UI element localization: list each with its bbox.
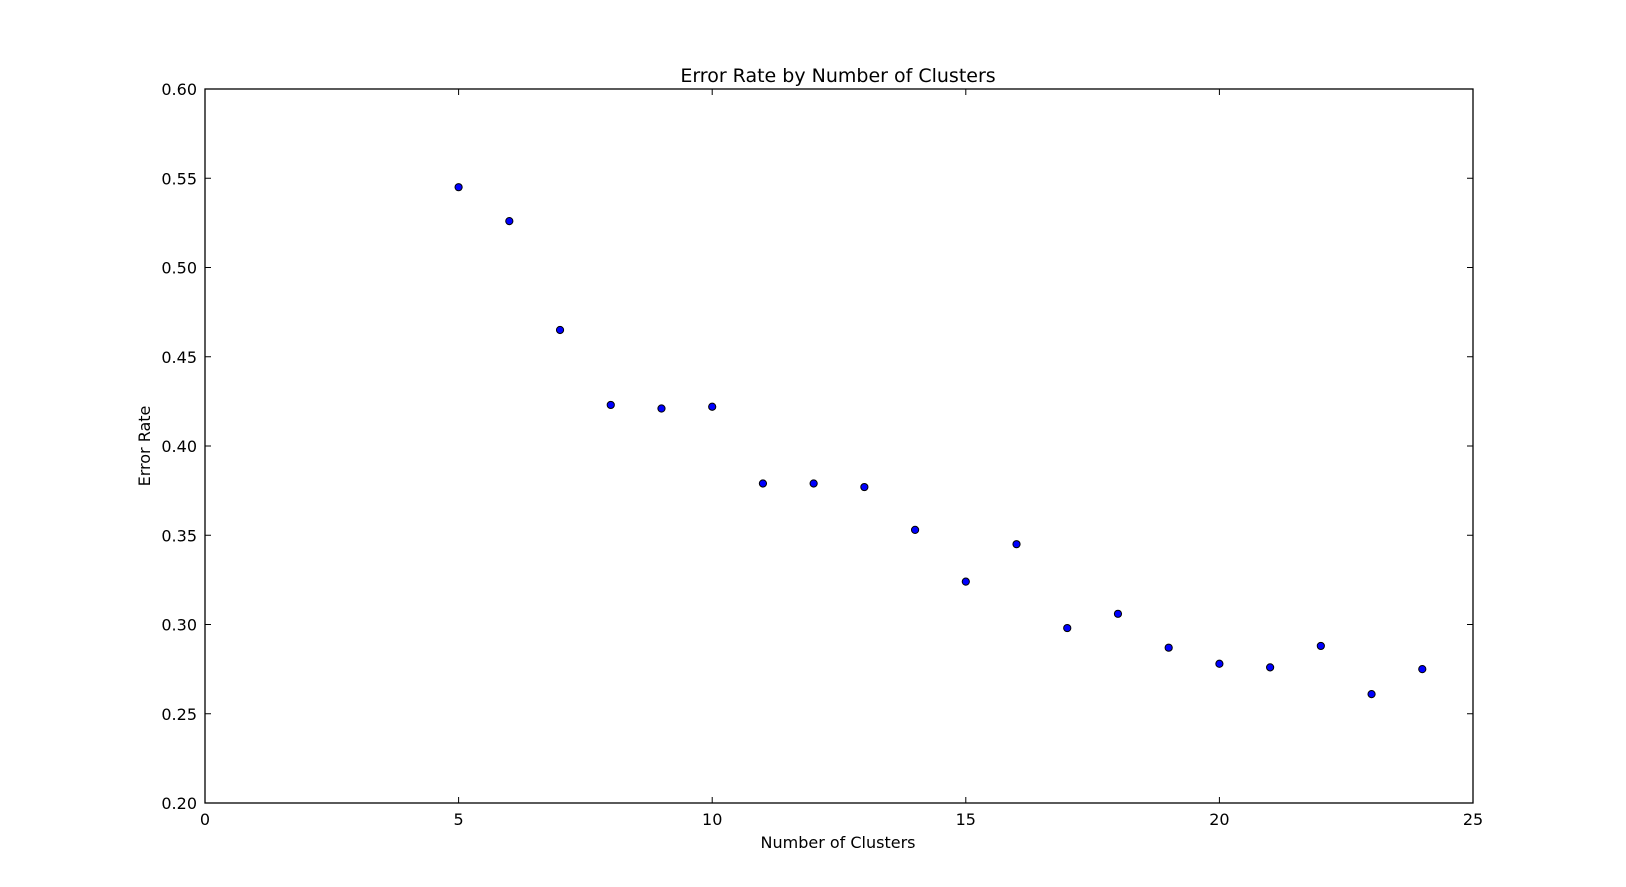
y-tick-label: 0.50	[161, 259, 197, 278]
data-points	[454, 183, 1427, 699]
data-point	[606, 400, 615, 410]
x-axis-label: Number of Clusters	[761, 833, 916, 852]
x-axis-ticks: 0 5 10 15 20 25	[200, 89, 1483, 829]
x-tick-label: 25	[1463, 810, 1483, 829]
data-point	[657, 404, 666, 413]
y-tick-label: 0.30	[161, 616, 197, 635]
y-tick-label: 0.55	[161, 169, 197, 188]
data-point	[809, 479, 818, 488]
data-point	[1164, 643, 1173, 652]
data-point	[1418, 665, 1427, 674]
data-point	[555, 325, 565, 335]
data-point	[860, 482, 869, 492]
chart-title: Error Rate by Number of Clusters	[680, 65, 995, 87]
y-tick-label: 0.60	[161, 80, 197, 99]
data-point	[961, 577, 970, 586]
x-tick-label: 15	[956, 810, 976, 829]
y-tick-label: 0.25	[161, 705, 197, 724]
data-point	[1316, 641, 1325, 651]
x-tick-label: 5	[454, 810, 464, 829]
data-point	[1367, 690, 1376, 699]
data-point	[1266, 663, 1275, 672]
data-point	[758, 479, 768, 488]
plot-frame	[204, 88, 1474, 804]
data-point	[910, 525, 920, 534]
y-tick-label: 0.35	[161, 526, 197, 545]
data-point	[708, 402, 717, 411]
x-tick-label: 10	[702, 810, 722, 829]
y-axis-ticks: 0.20 0.25 0.30 0.35 0.40 0.45 0.50 0.55 0.60	[161, 80, 1473, 813]
x-tick-label: 20	[1209, 810, 1229, 829]
data-point	[1063, 623, 1072, 633]
y-tick-label: 0.20	[161, 794, 197, 813]
y-tick-label: 0.45	[161, 348, 197, 367]
data-point	[454, 183, 463, 192]
data-point	[505, 216, 514, 226]
data-point	[1012, 540, 1021, 549]
data-point	[1215, 659, 1224, 668]
y-tick-label: 0.40	[161, 437, 197, 456]
x-tick-label: 0	[200, 810, 210, 829]
data-point	[1113, 609, 1123, 618]
y-axis-label: Error Rate	[135, 406, 154, 487]
